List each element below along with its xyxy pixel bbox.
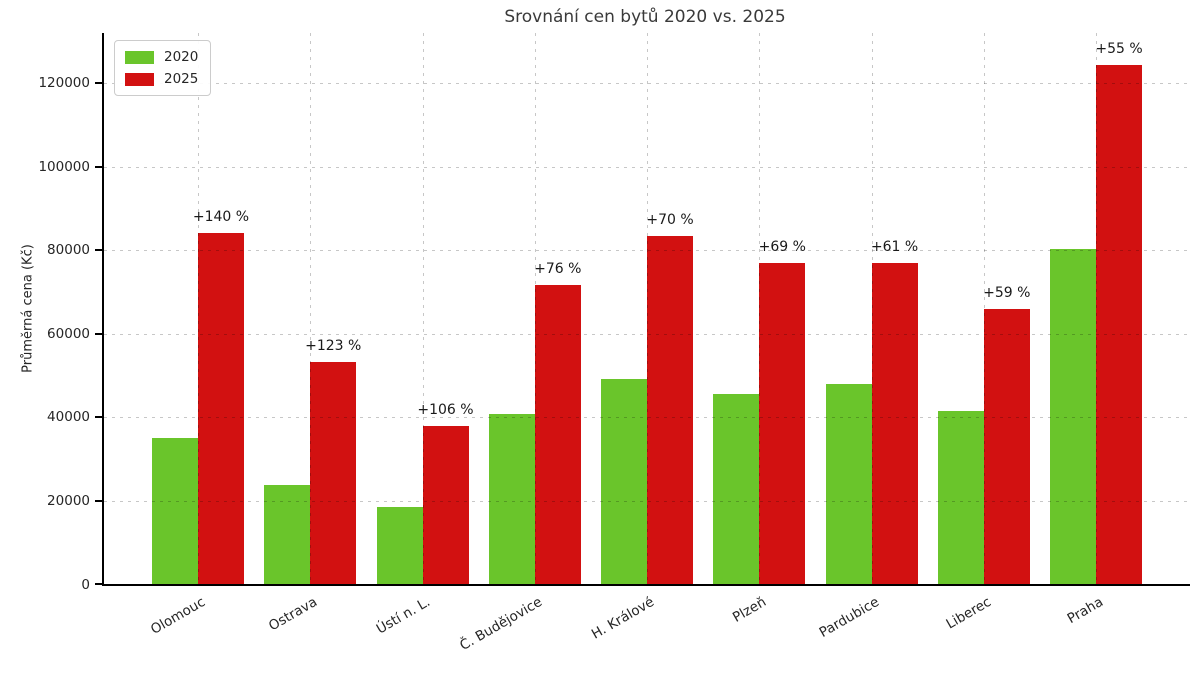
y-tick-label-100000: 100000 xyxy=(38,158,90,175)
h-gridline-100000 xyxy=(104,166,1190,168)
bar-2020-5 xyxy=(601,379,647,584)
y-tick-label-20000: 20000 xyxy=(47,492,90,509)
x-tick-label-6: Plzeň xyxy=(730,594,770,626)
bar-2025-7 xyxy=(871,262,918,584)
legend-label-2025: 2025 xyxy=(164,71,199,87)
legend-item-2025: 2025 xyxy=(125,68,198,90)
h-gridline-60000 xyxy=(104,333,1190,335)
bar-2020-3 xyxy=(376,507,423,584)
y-tick-label-0: 0 xyxy=(81,577,90,593)
y-tick-mark-40000 xyxy=(95,416,102,419)
plot-area: 2020 2025 +140 % +123 % +106 % +76 % +70 % +6… xyxy=(102,33,1190,586)
pct-annotation-2: +123 % xyxy=(305,338,362,355)
y-tick-label-80000: 80000 xyxy=(47,242,90,259)
x-tick-label-8: Liberec xyxy=(943,594,994,633)
bar-2025-3 xyxy=(422,425,469,584)
v-gridline-3 xyxy=(422,33,424,584)
y-tick-mark-0 xyxy=(95,583,102,585)
x-tick-label-2: Ostrava xyxy=(266,594,321,635)
pct-annotation-1: +140 % xyxy=(192,209,250,226)
bar-2020-1 xyxy=(152,437,198,584)
h-gridline-120000 xyxy=(104,83,1190,85)
bar-2020-4 xyxy=(488,414,535,584)
h-gridline-20000 xyxy=(104,500,1190,502)
v-gridline-2 xyxy=(310,33,312,584)
legend-label-2020: 2020 xyxy=(164,49,199,65)
y-tick-label-40000: 40000 xyxy=(47,409,90,426)
x-tick-label-1: Olomouc xyxy=(148,594,208,638)
pct-annotation-3: +106 % xyxy=(417,401,474,418)
bar-2020-7 xyxy=(825,384,872,584)
x-tick-label-7: Pardubice xyxy=(816,594,882,642)
pct-annotation-7: +61 % xyxy=(870,238,919,255)
pct-annotation-9: +55 % xyxy=(1095,41,1143,58)
chart-title: Srovnání cen bytů 2020 vs. 2025 xyxy=(504,7,786,27)
h-gridline-80000 xyxy=(104,250,1190,252)
bar-2020-9 xyxy=(1050,249,1096,584)
v-gridline-8 xyxy=(983,33,985,584)
bar-2025-2 xyxy=(310,362,357,584)
pct-annotation-8: +59 % xyxy=(983,284,1031,301)
legend: 2020 2025 xyxy=(114,40,212,96)
y-tick-label-60000: 60000 xyxy=(47,325,90,342)
bar-2020-6 xyxy=(713,393,760,584)
x-tick-label-4: Č. Budějovice xyxy=(456,594,545,654)
y-tick-label-120000: 120000 xyxy=(38,75,90,92)
x-tick-label-3: Ústí n. L. xyxy=(373,594,433,638)
y-tick-mark-60000 xyxy=(95,332,102,335)
v-gridline-6 xyxy=(759,33,761,584)
pct-annotation-6: +69 % xyxy=(758,238,806,255)
v-gridline-1 xyxy=(198,33,199,584)
x-tick-label-9: Praha xyxy=(1064,594,1106,628)
h-gridline-40000 xyxy=(104,417,1190,419)
bar-2025-1 xyxy=(198,233,244,584)
bar-2025-4 xyxy=(534,285,581,584)
bar-2025-8 xyxy=(983,308,1030,584)
legend-swatch-2020 xyxy=(125,50,154,64)
y-tick-mark-100000 xyxy=(95,165,102,168)
y-tick-mark-20000 xyxy=(95,499,102,502)
bar-2020-2 xyxy=(264,484,311,584)
legend-swatch-2025 xyxy=(125,72,154,86)
y-tick-mark-80000 xyxy=(95,249,102,252)
v-gridline-4 xyxy=(534,33,536,584)
bar-2025-5 xyxy=(647,235,693,584)
y-tick-mark-120000 xyxy=(95,82,102,85)
bar-2020-8 xyxy=(937,410,984,584)
bar-2025-6 xyxy=(759,262,806,584)
bar-2025-9 xyxy=(1096,65,1142,584)
v-gridline-9 xyxy=(1096,33,1097,584)
legend-item-2020: 2020 xyxy=(125,46,198,68)
v-gridline-7 xyxy=(871,33,873,584)
v-gridline-5 xyxy=(647,33,648,584)
pct-annotation-5: +70 % xyxy=(646,211,694,228)
pct-annotation-4: +76 % xyxy=(534,261,582,278)
x-tick-label-5: H. Králové xyxy=(588,594,657,643)
